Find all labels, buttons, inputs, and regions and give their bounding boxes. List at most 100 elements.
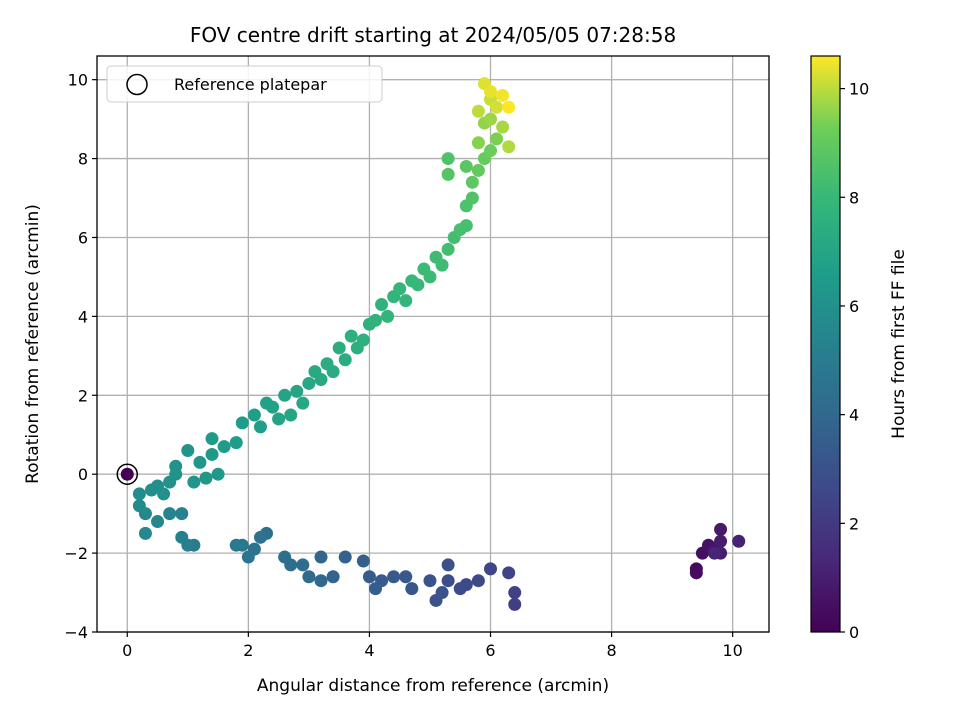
y-axis-label: Rotation from reference (arcmin) (23, 204, 43, 484)
colorbar-tick-label: 0 (849, 623, 859, 642)
data-point (205, 432, 219, 446)
y-tick-label: 8 (78, 150, 88, 169)
reference-platepar-marker (116, 463, 139, 485)
grid (97, 56, 769, 633)
y-tick-label: 6 (78, 228, 88, 247)
reference-marker (116, 463, 139, 485)
data-point (708, 546, 722, 560)
data-point (490, 132, 504, 146)
data-point (484, 144, 498, 158)
data-point (490, 100, 504, 114)
data-point (465, 175, 479, 189)
data-point (356, 333, 370, 347)
data-point (387, 570, 401, 584)
data-point (508, 586, 522, 600)
data-point (132, 487, 146, 501)
data-point (272, 412, 286, 426)
data-point (441, 242, 455, 256)
y-tick-label: −2 (64, 544, 88, 563)
data-point (199, 471, 213, 485)
data-point (502, 566, 516, 580)
data-point (302, 570, 316, 584)
data-point (502, 100, 516, 114)
data-point (393, 282, 407, 296)
data-point (217, 440, 231, 454)
data-points (120, 77, 746, 611)
colorbar-label: Hours from first FF file (889, 249, 909, 439)
data-point (296, 558, 310, 572)
x-axis-label: Angular distance from reference (arcmin) (257, 676, 609, 696)
legend-marker-icon (126, 73, 148, 96)
data-point (344, 329, 358, 343)
data-point (338, 550, 352, 564)
data-point (484, 112, 498, 126)
data-point (211, 467, 225, 481)
data-point (169, 459, 183, 473)
data-point (362, 570, 376, 584)
colorbar-tick-label: 4 (849, 406, 859, 425)
legend-entry: Reference platepar (174, 75, 327, 94)
x-tick-label: 2 (243, 641, 253, 660)
data-point (441, 558, 455, 572)
data-point (157, 487, 171, 501)
legend-box (106, 65, 383, 103)
data-point (471, 163, 485, 177)
data-point (205, 447, 219, 461)
data-point (435, 258, 449, 272)
data-point (471, 104, 485, 118)
data-point (241, 550, 255, 564)
data-point (314, 550, 328, 564)
data-point (405, 582, 419, 596)
data-point (278, 388, 292, 402)
data-point (253, 420, 267, 434)
data-point (175, 507, 189, 521)
y-tick-label: 2 (78, 386, 88, 405)
colorbar-tick-label: 6 (849, 297, 859, 316)
data-point (423, 270, 437, 284)
data-point (151, 515, 165, 529)
data-point (235, 416, 249, 430)
data-point (465, 191, 479, 205)
data-point (120, 467, 134, 481)
data-point (253, 530, 267, 544)
data-point (332, 341, 346, 355)
data-point (356, 554, 370, 568)
data-point (132, 499, 146, 513)
colorbar-tick-label: 2 (849, 514, 859, 533)
data-point (338, 353, 352, 367)
x-tick-label: 6 (485, 641, 495, 660)
data-point (714, 522, 728, 536)
chart-title: FOV centre drift starting at 2024/05/05 … (190, 23, 676, 47)
data-point (314, 574, 328, 588)
data-point (326, 570, 340, 584)
y-tick-label: −4 (64, 623, 88, 642)
data-point (453, 582, 467, 596)
data-point (193, 455, 207, 469)
data-point (441, 167, 455, 181)
data-point (459, 159, 473, 173)
data-point (441, 574, 455, 588)
data-point (163, 507, 177, 521)
data-point (229, 436, 243, 450)
data-point (247, 408, 261, 422)
data-point (496, 88, 510, 102)
data-point (471, 574, 485, 588)
data-point (138, 526, 152, 540)
data-point (484, 562, 498, 576)
data-point (502, 140, 516, 154)
x-tick-label: 4 (364, 641, 374, 660)
colorbar: 0 2 4 6 8 10 Hours from first FF file (810, 55, 909, 642)
colorbar-ticks: 0 2 4 6 8 10 (840, 80, 869, 642)
data-point (187, 475, 201, 489)
data-point (290, 384, 304, 398)
data-point (302, 376, 316, 390)
data-point (278, 550, 292, 564)
data-point (441, 152, 455, 166)
data-point (484, 85, 498, 99)
data-point (284, 408, 298, 422)
data-point (175, 530, 189, 544)
data-point (459, 219, 473, 233)
data-point (423, 574, 437, 588)
x-axis-ticks: 0 2 4 6 8 10 (122, 632, 743, 660)
x-tick-label: 8 (607, 641, 617, 660)
